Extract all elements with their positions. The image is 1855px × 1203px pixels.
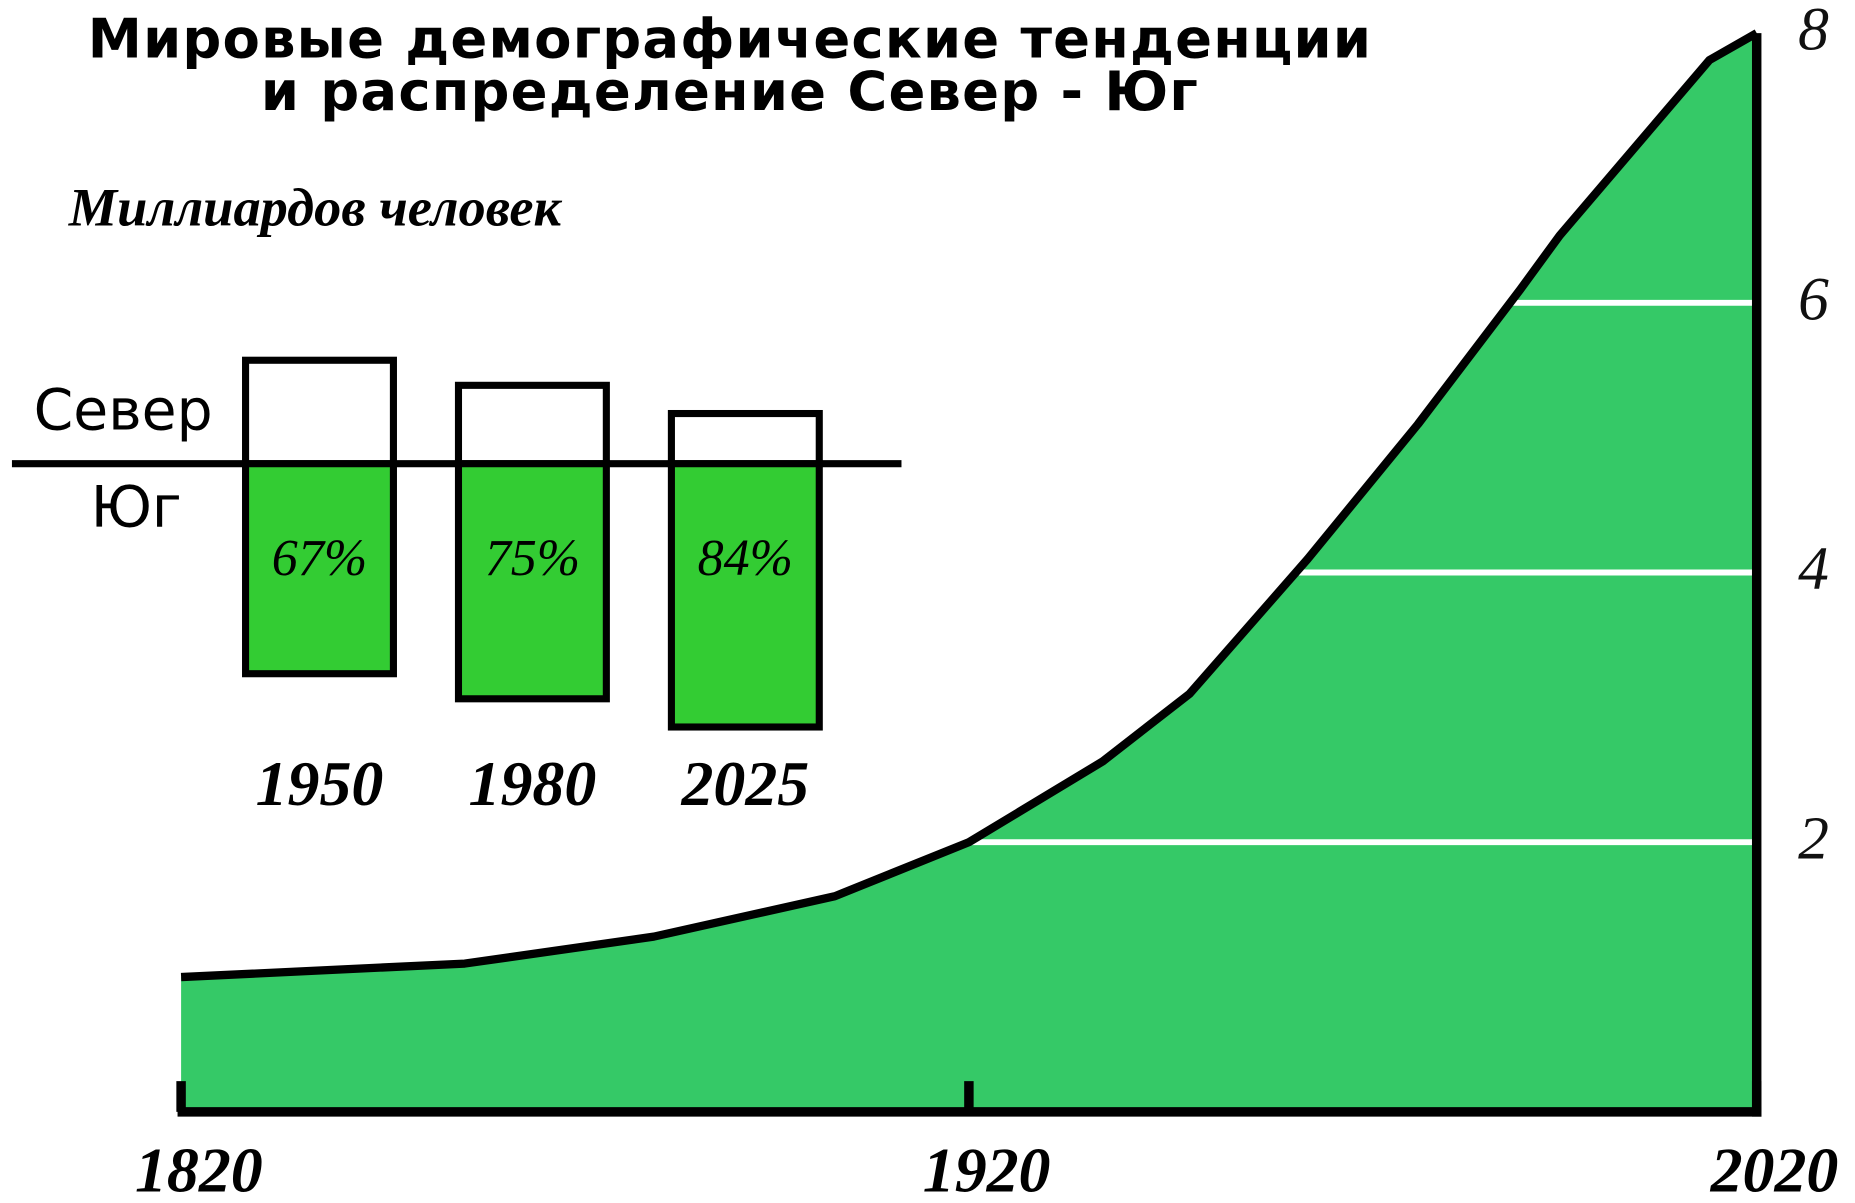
category-label: 2025 (680, 748, 809, 819)
category-label: 1980 (469, 748, 597, 819)
x-tick-label: 1820 (135, 1135, 263, 1203)
y-tick-label: 2 (1798, 805, 1829, 873)
value-label: 67% (272, 530, 367, 587)
bar-north (454, 381, 610, 468)
bar-south (242, 460, 397, 678)
line (180, 29, 1759, 982)
y-tick-label: 6 (1798, 265, 1829, 333)
bar-north (667, 409, 823, 468)
y-axis-label: Миллиардов человек (68, 177, 563, 237)
bar-south (454, 460, 610, 703)
bar-south (667, 460, 823, 731)
category-label: 1950 (256, 748, 384, 819)
chart-title: Мировые демографические тенденции (88, 7, 1372, 71)
value-label: 84% (698, 530, 793, 587)
bar-north (242, 356, 397, 468)
y-tick-label: 8 (1798, 0, 1829, 64)
value-label: 75% (485, 530, 580, 587)
x-tick-label: 2020 (1710, 1135, 1839, 1203)
south-label: Юг (91, 475, 182, 541)
x-tick-label: 1920 (923, 1135, 1051, 1203)
y-tick-label: 4 (1798, 535, 1829, 603)
north-label: Север (34, 378, 213, 444)
chart-title: и распределение Север - Юг (261, 59, 1199, 123)
